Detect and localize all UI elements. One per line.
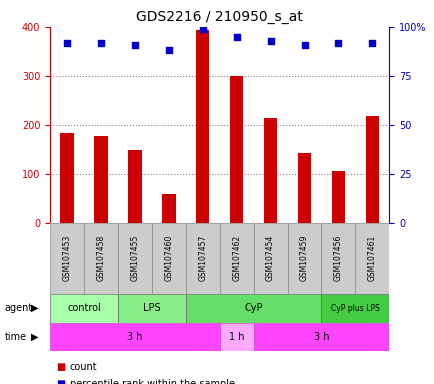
Bar xyxy=(50,294,118,323)
Text: GSM107458: GSM107458 xyxy=(96,235,105,281)
Point xyxy=(334,40,341,46)
Text: GSM107459: GSM107459 xyxy=(299,235,308,281)
Point xyxy=(266,38,273,44)
Bar xyxy=(365,116,378,223)
Text: 3 h: 3 h xyxy=(127,332,142,342)
Bar xyxy=(84,223,118,294)
Bar xyxy=(263,118,277,223)
Bar xyxy=(185,223,219,294)
Text: agent: agent xyxy=(4,303,33,313)
Text: ▶: ▶ xyxy=(31,303,39,313)
Text: control: control xyxy=(67,303,101,313)
Bar xyxy=(128,150,141,223)
Text: GSM107457: GSM107457 xyxy=(198,235,207,281)
Text: GSM107454: GSM107454 xyxy=(266,235,274,281)
Bar xyxy=(161,194,175,223)
Bar xyxy=(229,76,243,223)
Bar xyxy=(195,30,209,223)
Point xyxy=(199,26,206,32)
Bar xyxy=(321,223,355,294)
Point xyxy=(63,40,70,46)
Text: GSM107462: GSM107462 xyxy=(232,235,240,281)
Text: GSM107461: GSM107461 xyxy=(367,235,376,281)
Point xyxy=(165,47,172,53)
Bar xyxy=(185,294,321,323)
Text: GSM107455: GSM107455 xyxy=(130,235,139,281)
Text: 3 h: 3 h xyxy=(313,332,329,342)
Text: GSM107456: GSM107456 xyxy=(333,235,342,281)
Point xyxy=(233,34,240,40)
Bar xyxy=(219,323,253,351)
Bar xyxy=(253,323,388,351)
Text: ■: ■ xyxy=(56,362,66,372)
Text: count: count xyxy=(69,362,97,372)
Title: GDS2216 / 210950_s_at: GDS2216 / 210950_s_at xyxy=(136,10,302,25)
Bar xyxy=(50,323,219,351)
Bar xyxy=(118,223,151,294)
Bar xyxy=(118,294,185,323)
Point xyxy=(300,41,307,48)
Bar xyxy=(151,223,185,294)
Bar xyxy=(355,223,388,294)
Bar xyxy=(331,171,345,223)
Bar xyxy=(94,136,108,223)
Bar xyxy=(297,153,311,223)
Point xyxy=(131,41,138,48)
Bar xyxy=(287,223,321,294)
Text: CyP plus LPS: CyP plus LPS xyxy=(330,304,379,313)
Bar xyxy=(219,223,253,294)
Bar xyxy=(321,294,388,323)
Text: GSM107460: GSM107460 xyxy=(164,235,173,281)
Bar xyxy=(60,133,74,223)
Text: ▶: ▶ xyxy=(31,332,39,342)
Text: percentile rank within the sample: percentile rank within the sample xyxy=(69,379,234,384)
Bar xyxy=(50,223,84,294)
Bar xyxy=(253,223,287,294)
Text: CyP: CyP xyxy=(244,303,262,313)
Text: 1 h: 1 h xyxy=(228,332,244,342)
Point xyxy=(97,40,104,46)
Text: LPS: LPS xyxy=(143,303,160,313)
Text: time: time xyxy=(4,332,26,342)
Text: GSM107453: GSM107453 xyxy=(62,235,71,281)
Point xyxy=(368,40,375,46)
Text: ■: ■ xyxy=(56,379,66,384)
